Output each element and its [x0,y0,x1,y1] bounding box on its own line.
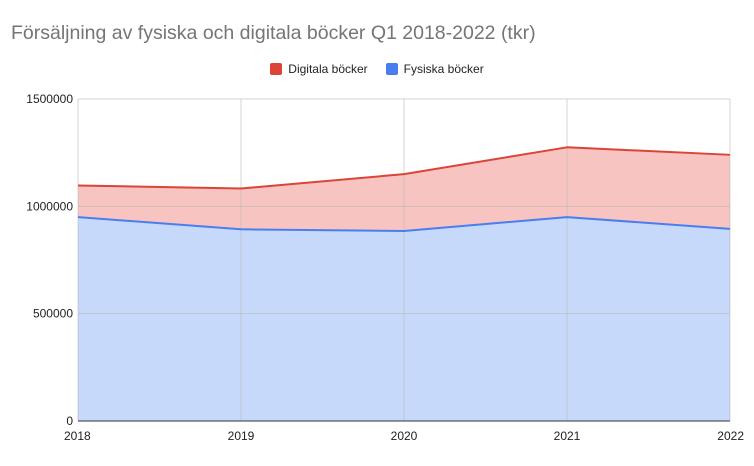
y-tick-label-1: 500000 [33,307,73,321]
x-tick-label-1: 2019 [228,429,255,443]
legend-item-physical: Fysiska böcker [385,62,484,76]
legend-swatch-digital [270,63,283,75]
legend-label-physical: Fysiska böcker [403,62,484,76]
legend-label-digital: Digitala böcker [288,62,368,76]
y-tick-label-0: 0 [66,414,73,428]
series-line-1 [77,146,731,190]
chart-title: Försäljning av fysiska och digitala böck… [11,22,536,44]
series-line-0 [77,216,731,233]
legend: Digitala böcker Fysiska böcker [0,62,754,76]
x-tick-label-2: 2020 [391,429,418,443]
x-tick-label-3: 2021 [554,429,581,443]
y-tick-label-3: 1500000 [26,92,73,106]
x-tick-label-4: 2022 [717,429,744,443]
y-tick-label-2: 1000000 [26,199,73,213]
x-tick-label-0: 2018 [64,429,91,443]
legend-swatch-physical [385,63,398,75]
legend-item-digital: Digitala böcker [270,62,368,76]
